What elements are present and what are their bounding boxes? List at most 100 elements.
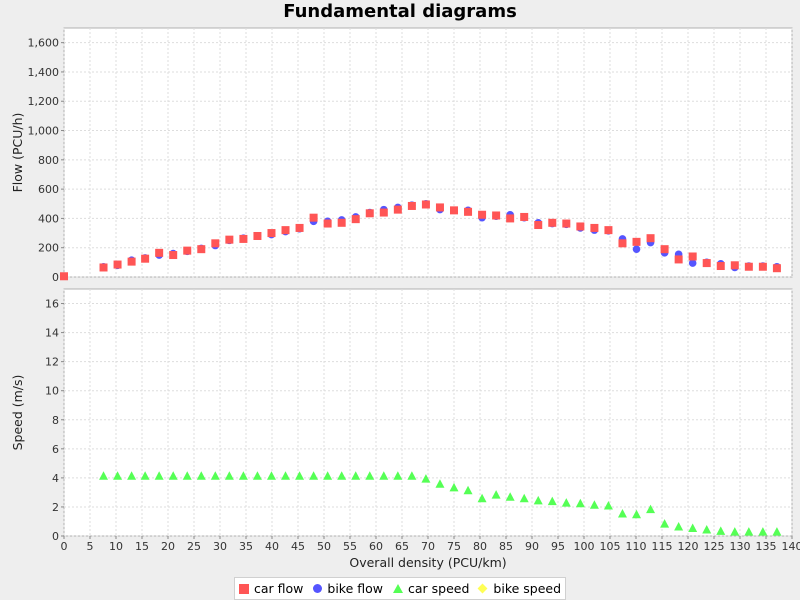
car-flow-point [646, 234, 655, 243]
car-speed-point [407, 471, 417, 480]
car-flow-point [60, 272, 68, 281]
circle-marker-icon [313, 584, 323, 593]
x-tick-label: 50 [317, 540, 331, 553]
car-speed-point [561, 498, 571, 507]
y-tick-label-speed: 10 [45, 385, 59, 398]
x-tick-label: 130 [730, 540, 751, 553]
bike-flow-point [688, 259, 697, 267]
y-tick-label-speed: 14 [45, 327, 59, 340]
car-flow-point [169, 251, 178, 260]
y-tick-label-flow: 1,200 [28, 95, 60, 108]
y-tick-label-flow: 0 [52, 271, 59, 284]
car-flow-point [604, 226, 613, 235]
car-speed-point [477, 493, 487, 503]
y-tick-label-speed: 12 [45, 356, 59, 369]
car-flow-point [548, 218, 557, 227]
y-tick-label-speed: 2 [52, 501, 59, 514]
car-flow-point [562, 219, 571, 228]
car-speed-point [337, 471, 347, 480]
x-tick-label: 135 [756, 540, 777, 553]
car-flow-point [632, 237, 641, 246]
y-tick-label-flow: 800 [38, 154, 59, 167]
car-flow-point [492, 211, 501, 220]
car-speed-point [140, 471, 150, 480]
car-flow-point [197, 245, 206, 254]
chart-title: Fundamental diagrams [283, 1, 517, 22]
legend-label-bike-speed: bike speed [493, 581, 562, 596]
square-marker-icon [239, 583, 249, 594]
car-flow-point [379, 208, 388, 217]
car-speed-point [379, 471, 389, 480]
y-tick-label-flow: 1,000 [28, 125, 60, 138]
legend-item-car-speed: car speed [393, 581, 469, 596]
car-speed-point [772, 527, 782, 536]
car-speed-point [603, 500, 613, 510]
y-tick-label-flow: 400 [38, 212, 59, 225]
car-speed-point [617, 508, 627, 518]
x-tick-label: 70 [421, 540, 435, 553]
x-tick-label: 40 [265, 540, 279, 553]
car-speed-point [491, 490, 501, 499]
car-speed-point [351, 471, 361, 480]
x-tick-label: 90 [525, 540, 539, 553]
legend-item-car-flow: car flow [239, 581, 303, 596]
y-tick-label-speed: 16 [45, 298, 59, 311]
x-tick-label: 80 [473, 540, 487, 553]
car-speed-point [99, 471, 109, 480]
car-speed-point [182, 471, 192, 480]
car-speed-point [730, 527, 740, 536]
car-flow-point [99, 263, 108, 272]
diamond-marker-icon [477, 583, 488, 594]
x-tick-label: 140 [782, 540, 800, 553]
car-speed-point [575, 498, 585, 508]
legend-label-bike-flow: bike flow [327, 581, 383, 596]
y-tick-label-flow: 1,400 [28, 66, 60, 79]
triangle-marker-icon [393, 584, 403, 593]
car-speed-point [435, 479, 445, 488]
legend-item-bike-flow: bike flow [313, 581, 383, 596]
x-tick-label: 95 [551, 540, 565, 553]
car-speed-point [323, 471, 333, 480]
car-flow-point [281, 226, 290, 235]
car-flow-point [702, 259, 711, 268]
car-speed-point [646, 504, 656, 514]
car-speed-point [238, 471, 248, 480]
car-speed-point [519, 493, 529, 503]
car-flow-point [576, 222, 585, 231]
car-flow-point [450, 206, 458, 215]
car-flow-point [618, 239, 627, 248]
car-speed-point [281, 471, 291, 480]
car-flow-point [393, 205, 402, 214]
x-tick-label: 60 [369, 540, 383, 553]
x-tick-label: 10 [109, 540, 123, 553]
car-speed-point [266, 471, 276, 480]
car-flow-point [309, 213, 318, 222]
car-flow-point [127, 257, 136, 266]
car-speed-point [295, 471, 305, 480]
car-flow-point [660, 245, 669, 254]
car-speed-point [196, 471, 206, 480]
x-axis-label: Overall density (PCU/km) [349, 555, 506, 570]
x-tick-label: 125 [704, 540, 725, 553]
car-speed-point [421, 474, 431, 483]
legend-label-car-speed: car speed [408, 581, 470, 596]
car-flow-point [506, 214, 515, 223]
chart-legend: car flow bike flow car speed bike speed [234, 577, 567, 600]
car-flow-point [716, 262, 725, 271]
bike-flow-point [632, 245, 641, 253]
car-flow-point [478, 210, 487, 219]
car-speed-point [365, 471, 375, 480]
car-flow-point [225, 235, 234, 244]
x-tick-label: 20 [161, 540, 175, 553]
car-flow-point [758, 262, 767, 271]
x-tick-label: 15 [135, 540, 149, 553]
car-speed-point [505, 492, 515, 501]
car-speed-point [533, 495, 543, 505]
car-speed-point [224, 471, 234, 480]
car-speed-point [449, 482, 459, 492]
x-tick-label: 55 [343, 540, 357, 553]
car-flow-point [435, 203, 444, 212]
y-tick-label-flow: 1,600 [28, 37, 60, 50]
y-tick-label-speed: 6 [52, 443, 59, 456]
